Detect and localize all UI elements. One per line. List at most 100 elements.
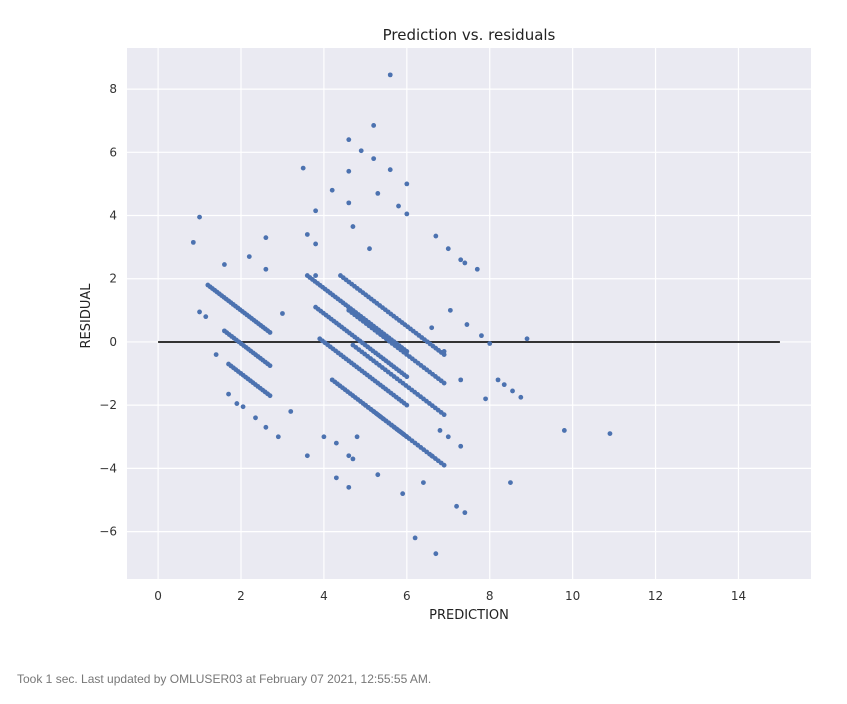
data-point: [429, 453, 435, 459]
plot-area: [127, 48, 811, 579]
data-point: [263, 266, 269, 272]
data-point: [263, 424, 269, 430]
data-point: [447, 307, 453, 313]
data-point: [226, 391, 231, 397]
y-tick-label: 8: [109, 82, 117, 96]
data-point: [190, 239, 196, 245]
data-point: [300, 165, 306, 171]
data-point: [464, 322, 470, 327]
data-point: [458, 443, 464, 449]
data-point: [304, 232, 310, 237]
x-tick-label: 12: [648, 589, 663, 603]
data-point: [263, 235, 269, 241]
data-point: [375, 190, 381, 196]
chart-title: Prediction vs. residuals: [383, 26, 556, 44]
data-point: [346, 484, 352, 490]
data-point: [487, 341, 493, 346]
x-tick-label: 4: [320, 589, 328, 603]
data-point: [371, 123, 377, 128]
data-point: [458, 377, 464, 383]
data-point: [404, 374, 410, 380]
data-point: [510, 388, 515, 394]
data-point: [429, 325, 435, 331]
y-tick-label: −2: [99, 398, 117, 412]
data-point: [246, 254, 252, 260]
data-point: [313, 273, 319, 278]
data-point: [321, 434, 327, 440]
data-point: [346, 137, 352, 143]
data-point: [313, 208, 319, 214]
data-point: [350, 456, 356, 462]
data-point: [404, 181, 410, 187]
data-point: [375, 472, 381, 478]
data-point: [350, 224, 356, 229]
data-point: [400, 491, 406, 497]
y-tick-label: −4: [99, 461, 117, 475]
data-point: [280, 311, 285, 316]
data-point: [354, 434, 360, 440]
y-tick-label: 4: [109, 209, 117, 223]
data-point: [433, 233, 439, 239]
data-point: [203, 314, 209, 320]
y-tick-label: −6: [99, 525, 117, 539]
data-point: [607, 431, 613, 437]
data-point: [313, 241, 319, 247]
data-point: [346, 453, 352, 459]
data-point: [462, 510, 468, 516]
data-point: [213, 352, 219, 357]
x-axis-label: PREDICTION: [429, 608, 509, 623]
y-tick-label: 6: [109, 145, 117, 159]
run-status-text: Took 1 sec. Last updated by OMLUSER03 at…: [17, 672, 432, 686]
data-point: [441, 380, 447, 386]
data-point: [333, 440, 339, 446]
data-point: [495, 377, 501, 383]
data-point: [412, 535, 418, 541]
data-point: [197, 309, 202, 315]
data-point: [508, 480, 513, 485]
data-point: [441, 462, 447, 468]
data-point: [437, 428, 443, 433]
data-point: [387, 167, 393, 173]
data-point: [479, 333, 484, 339]
x-tick-label: 10: [565, 589, 580, 603]
data-point: [441, 412, 447, 418]
data-point: [329, 187, 335, 193]
data-point: [367, 246, 372, 252]
data-point: [441, 349, 447, 354]
x-tick-label: 2: [237, 589, 245, 603]
x-tick-label: 0: [154, 589, 162, 603]
data-point: [222, 262, 227, 267]
data-point: [267, 363, 273, 369]
data-point: [197, 214, 202, 220]
data-point: [421, 480, 426, 485]
data-point: [253, 415, 258, 421]
data-point: [483, 396, 488, 402]
data-point: [346, 200, 352, 206]
data-point: [288, 409, 294, 414]
points-layer: [190, 72, 613, 557]
data-point: [433, 551, 439, 557]
y-tick-labels: −6 −4 −2 0 2 4 6 8: [99, 82, 117, 539]
x-tick-label: 8: [486, 589, 494, 603]
data-point: [304, 453, 310, 459]
data-point: [445, 434, 451, 440]
y-tick-label: 0: [109, 335, 117, 349]
x-tick-label: 14: [731, 589, 746, 603]
data-point: [524, 336, 530, 342]
data-point: [240, 404, 246, 410]
data-point: [474, 266, 480, 272]
data-point: [561, 428, 567, 433]
data-point: [454, 503, 459, 509]
data-point: [462, 260, 468, 266]
y-axis-label: RESIDUAL: [79, 283, 94, 349]
data-point: [404, 211, 410, 217]
data-point: [234, 401, 240, 406]
x-tick-label: 6: [403, 589, 411, 603]
data-point: [458, 257, 464, 263]
scatter-chart: Prediction vs. residuals 0 2 4 6 8 10 12 14 −6 −…: [79, 26, 811, 623]
data-point: [445, 246, 451, 252]
x-tick-labels: 0 2 4 6 8 10 12 14: [154, 589, 746, 603]
data-point: [333, 475, 339, 481]
data-point: [404, 402, 410, 408]
data-point: [267, 393, 273, 399]
